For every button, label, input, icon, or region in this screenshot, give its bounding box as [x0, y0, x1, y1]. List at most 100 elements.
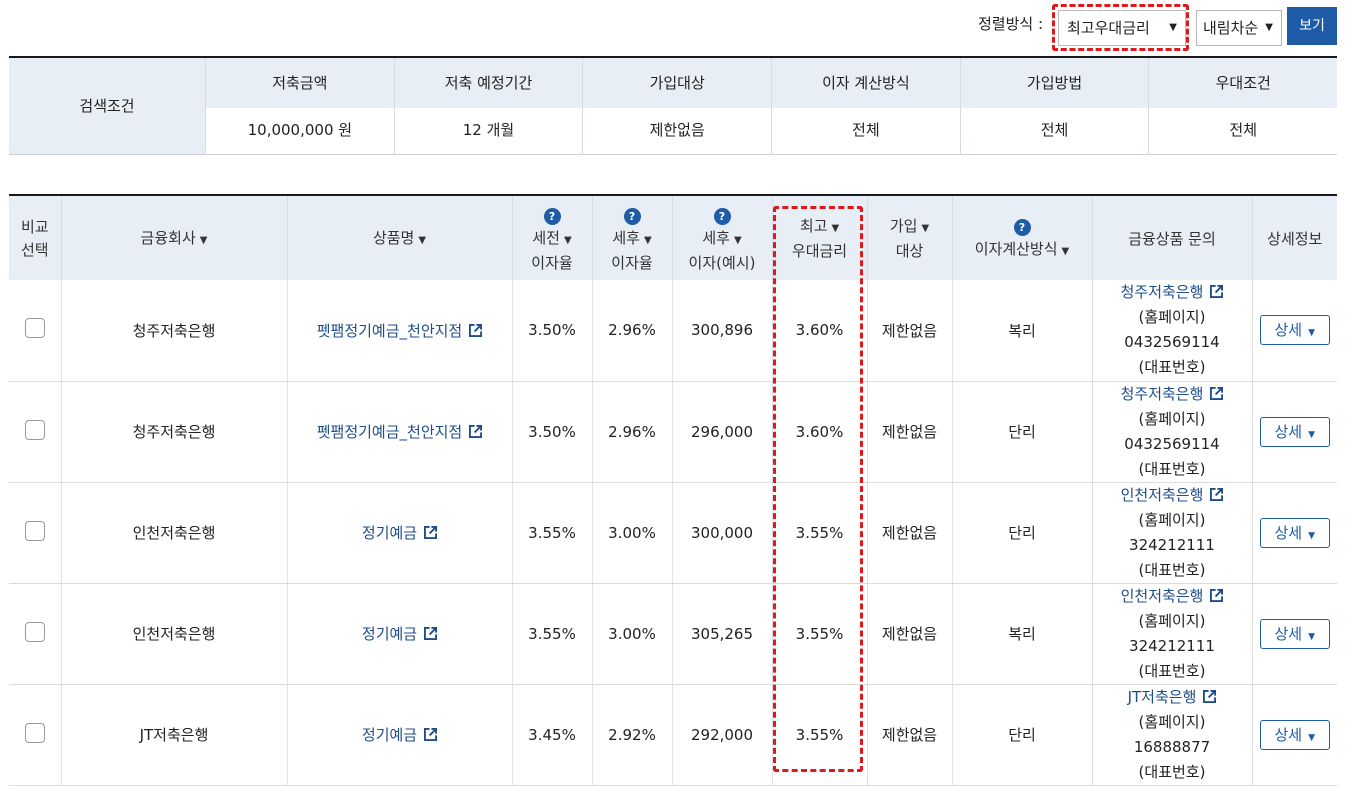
- chevron-down-icon: ▼: [1169, 22, 1177, 33]
- detail-label: 상세: [1274, 422, 1303, 441]
- header-pretax[interactable]: ? 세전 ▼ 이자율: [511, 196, 592, 280]
- results-table: 비교 선택 금융회사 ▼ 상품명 ▼ ? 세전 ▼ 이자율 ? 세후 ▼ 이자율: [9, 196, 1337, 786]
- company-cell: 인천저축은행: [60, 482, 287, 584]
- product-name: 정기예금: [361, 625, 418, 643]
- search-conditions: 검색조건 저축금액 10,000,000 원 저축 예정기간 12 개월 가입대…: [9, 56, 1338, 155]
- header-aftertax[interactable]: ? 세후 ▼ 이자율: [591, 196, 672, 280]
- detail-button[interactable]: 상세 ▼: [1259, 416, 1330, 447]
- table-row: JT저축은행 정기예금 3.45% 2.92% 292,000 3.55% 제한…: [9, 684, 1337, 786]
- sort-caret-icon: ▼: [733, 234, 742, 246]
- header-pretax-line1: 세전: [532, 228, 560, 247]
- detail-cell: 상세 ▼: [1251, 684, 1337, 786]
- condition-target: 가입대상 제한없음: [582, 58, 772, 155]
- header-product-label: 상품명: [372, 228, 415, 247]
- calc-cell: 단리: [951, 482, 1092, 584]
- aftertax-cell: 3.00%: [591, 583, 672, 685]
- sort-caret-icon: ▼: [418, 234, 427, 246]
- maxrate-cell: 3.60%: [771, 280, 867, 382]
- table-row: 청주저축은행 펫팸정기예금_천안지점 3.50% 2.96% 300,896 3…: [9, 280, 1337, 382]
- detail-button[interactable]: 상세 ▼: [1259, 517, 1330, 548]
- header-company[interactable]: 금융회사 ▼: [60, 196, 287, 280]
- condition-value: 12 개월: [394, 108, 583, 155]
- header-aftertax-line1: 세후: [612, 228, 640, 247]
- header-compare-line2: 선택: [20, 241, 49, 259]
- inquiry-home: (홈페이지): [1138, 409, 1206, 428]
- calc-cell: 단리: [951, 684, 1092, 786]
- inquiry-link[interactable]: 청주저축은행: [1121, 283, 1224, 301]
- help-icon[interactable]: ?: [713, 207, 731, 225]
- compare-checkbox[interactable]: [24, 520, 45, 541]
- compare-cell: [9, 482, 61, 584]
- chevron-down-icon: ▼: [1308, 429, 1316, 440]
- header-maxrate-line1: 최고: [799, 217, 828, 235]
- calc-cell: 복리: [951, 280, 1092, 382]
- company-cell: 청주저축은행: [60, 381, 287, 483]
- header-interest-line1: 세후: [702, 228, 730, 247]
- inquiry-link[interactable]: 인천저축은행: [1121, 486, 1224, 504]
- detail-button[interactable]: 상세 ▼: [1259, 719, 1330, 750]
- compare-cell: [9, 583, 61, 685]
- product-link[interactable]: 정기예금: [362, 524, 438, 542]
- table-header-row: 비교 선택 금융회사 ▼ 상품명 ▼ ? 세전 ▼ 이자율 ? 세후 ▼ 이자율: [9, 196, 1337, 280]
- target-cell: 제한없음: [866, 482, 952, 584]
- sort-caret-icon: ▼: [1061, 246, 1070, 257]
- condition-amount: 저축금액 10,000,000 원: [205, 58, 394, 155]
- sort-order-select[interactable]: 내림차순 ▼: [1196, 10, 1282, 46]
- chevron-down-icon: ▼: [1308, 631, 1316, 642]
- header-inquiry: 금융상품 문의: [1091, 196, 1252, 280]
- condition-calc: 이자 계산방식 전체: [771, 58, 960, 155]
- product-link[interactable]: 펫팸정기예금_천안지점: [317, 423, 483, 441]
- help-icon[interactable]: ?: [623, 207, 641, 225]
- compare-checkbox[interactable]: [24, 318, 45, 339]
- help-icon[interactable]: ?: [543, 207, 561, 225]
- condition-value: 전체: [772, 108, 960, 155]
- detail-label: 상세: [1274, 321, 1303, 340]
- header-aftertax-line2: 이자율: [611, 253, 653, 272]
- inquiry-link[interactable]: 청주저축은행: [1121, 385, 1224, 403]
- header-product[interactable]: 상품명 ▼: [286, 196, 512, 280]
- inquiry-link[interactable]: 인천저축은행: [1121, 587, 1224, 605]
- header-maxrate[interactable]: 최고 ▼ 우대금리: [771, 196, 867, 280]
- header-calc[interactable]: ? 이자계산방식 ▼: [951, 196, 1092, 280]
- sort-field-select[interactable]: 최고우대금리 ▼: [1058, 10, 1186, 46]
- help-icon[interactable]: ?: [1013, 219, 1031, 236]
- inquiry-cell: 청주저축은행 (홈페이지) 0432569114 (대표번호): [1091, 381, 1252, 483]
- product-link[interactable]: 정기예금: [361, 625, 438, 643]
- inquiry-name: 인천저축은행: [1120, 586, 1204, 605]
- aftertax-cell: 3.00%: [591, 482, 672, 584]
- product-link[interactable]: 정기예금: [362, 726, 438, 744]
- detail-cell: 상세 ▼: [1251, 583, 1337, 685]
- compare-checkbox[interactable]: [24, 722, 45, 743]
- detail-button[interactable]: 상세 ▼: [1259, 315, 1330, 346]
- condition-period: 저축 예정기간 12 개월: [393, 58, 583, 155]
- compare-checkbox[interactable]: [24, 621, 45, 642]
- external-link-icon: [1210, 588, 1224, 602]
- header-calc-label: 이자계산방식: [974, 240, 1058, 258]
- inquiry-phone-label: (대표번호): [1138, 459, 1206, 478]
- external-link-icon: [469, 425, 483, 438]
- inquiry-name: 청주저축은행: [1120, 283, 1204, 302]
- header-target[interactable]: 가입 ▼ 대상: [866, 196, 952, 280]
- inquiry-phone: 324212111: [1129, 636, 1215, 655]
- view-button[interactable]: 보기: [1287, 7, 1337, 45]
- chevron-down-icon: ▼: [1265, 22, 1273, 33]
- chevron-down-icon: ▼: [1308, 732, 1316, 743]
- detail-button[interactable]: 상세 ▼: [1259, 618, 1330, 649]
- product-cell: 펫팸정기예금_천안지점: [286, 280, 512, 382]
- product-link[interactable]: 펫팸정기예금_천안지점: [317, 322, 483, 340]
- target-cell: 제한없음: [866, 280, 952, 382]
- header-target-line2: 대상: [895, 242, 924, 260]
- compare-checkbox[interactable]: [24, 419, 45, 440]
- sort-order-value: 내림차순: [1203, 19, 1259, 37]
- external-link-icon: [1210, 285, 1224, 299]
- inquiry-link[interactable]: JT저축은행: [1128, 688, 1217, 706]
- chevron-down-icon: ▼: [1308, 530, 1316, 541]
- maxrate-cell: 3.60%: [771, 381, 867, 483]
- condition-header: 가입대상: [583, 58, 772, 108]
- interest-cell: 300,000: [671, 482, 772, 584]
- table-row: 인천저축은행 정기예금 3.55% 3.00% 300,000 3.55% 제한…: [9, 482, 1337, 584]
- results-table-wrapper: 비교 선택 금융회사 ▼ 상품명 ▼ ? 세전 ▼ 이자율 ? 세후 ▼ 이자율: [9, 194, 1337, 786]
- inquiry-home: (홈페이지): [1138, 712, 1206, 731]
- interest-cell: 296,000: [671, 381, 772, 483]
- header-interest[interactable]: ? 세후 ▼ 이자(예시): [671, 196, 772, 280]
